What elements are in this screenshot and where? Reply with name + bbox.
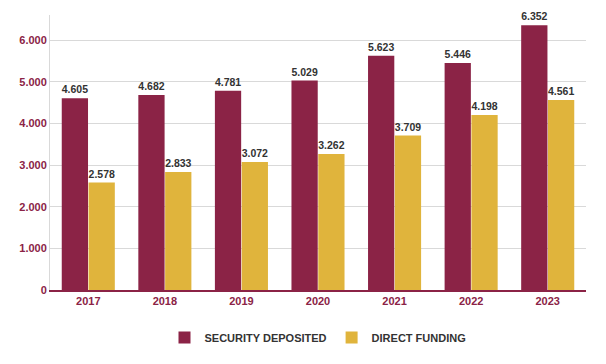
svg-text:4.198: 4.198 — [471, 101, 497, 112]
svg-text:4.561: 4.561 — [548, 86, 574, 97]
svg-text:2021: 2021 — [382, 295, 406, 307]
svg-text:5.000: 5.000 — [19, 76, 47, 88]
svg-text:6.352: 6.352 — [521, 11, 547, 22]
svg-text:1.000: 1.000 — [19, 242, 47, 254]
svg-text:4.781: 4.781 — [215, 77, 241, 88]
svg-text:5.623: 5.623 — [368, 42, 394, 53]
svg-text:5.029: 5.029 — [291, 67, 317, 78]
svg-text:2019: 2019 — [229, 295, 253, 307]
svg-text:2022: 2022 — [459, 295, 483, 307]
svg-text:3.709: 3.709 — [395, 122, 421, 133]
svg-text:4.682: 4.682 — [138, 81, 164, 92]
svg-text:2023: 2023 — [535, 295, 559, 307]
svg-text:SECURITY DEPOSITED: SECURITY DEPOSITED — [205, 332, 327, 344]
svg-text:3.262: 3.262 — [318, 140, 344, 151]
svg-text:3.000: 3.000 — [19, 159, 47, 171]
svg-text:4.605: 4.605 — [62, 84, 88, 95]
svg-text:4.000: 4.000 — [19, 117, 47, 129]
svg-text:0: 0 — [41, 284, 47, 296]
svg-text:5.446: 5.446 — [445, 49, 471, 60]
svg-text:2.833: 2.833 — [165, 158, 191, 169]
svg-text:2018: 2018 — [153, 295, 177, 307]
svg-text:6.000: 6.000 — [19, 34, 47, 46]
svg-text:DIRECT FUNDING: DIRECT FUNDING — [372, 332, 466, 344]
svg-text:2.578: 2.578 — [89, 169, 115, 180]
svg-text:2020: 2020 — [306, 295, 330, 307]
svg-text:2.000: 2.000 — [19, 201, 47, 213]
svg-text:3.072: 3.072 — [242, 148, 268, 159]
svg-text:2017: 2017 — [76, 295, 100, 307]
